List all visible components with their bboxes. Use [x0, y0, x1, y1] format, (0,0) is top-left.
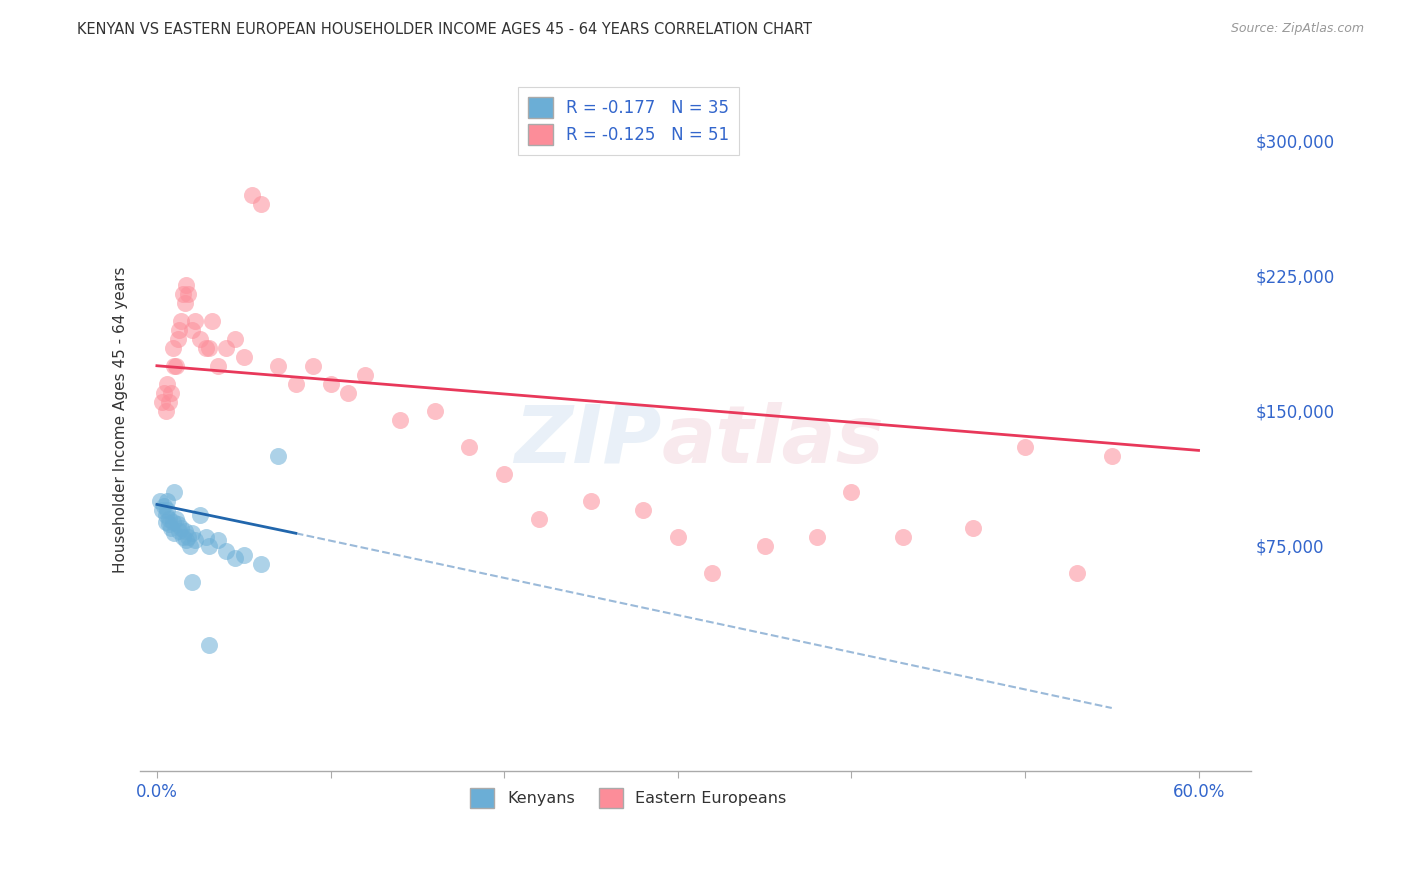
Point: [631, 503, 654, 517]
Point: [962, 521, 984, 535]
Point: [165, 512, 187, 526]
Point: [207, 533, 229, 548]
Point: [250, 196, 273, 211]
Point: [153, 385, 176, 400]
Point: [215, 544, 238, 558]
Point: [242, 187, 264, 202]
Point: [170, 314, 193, 328]
Point: [155, 516, 177, 530]
Point: [159, 385, 181, 400]
Point: [336, 385, 359, 400]
Point: [207, 359, 229, 373]
Point: [806, 530, 828, 544]
Point: [179, 539, 201, 553]
Point: [388, 413, 411, 427]
Point: [169, 323, 191, 337]
Point: [176, 533, 198, 548]
Text: KENYAN VS EASTERN EUROPEAN HOUSEHOLDER INCOME AGES 45 - 64 YEARS CORRELATION CHA: KENYAN VS EASTERN EUROPEAN HOUSEHOLDER I…: [77, 22, 813, 37]
Point: [423, 404, 446, 418]
Point: [188, 332, 211, 346]
Point: [893, 530, 915, 544]
Point: [156, 503, 179, 517]
Point: [150, 394, 173, 409]
Point: [754, 539, 776, 553]
Point: [198, 638, 221, 652]
Point: [201, 314, 224, 328]
Point: [284, 376, 307, 391]
Point: [527, 512, 550, 526]
Point: [267, 449, 290, 463]
Point: [176, 277, 198, 292]
Point: [224, 332, 246, 346]
Point: [177, 286, 200, 301]
Legend: Kenyans, Eastern Europeans: Kenyans, Eastern Europeans: [463, 780, 794, 816]
Point: [666, 530, 689, 544]
Point: [494, 467, 516, 481]
Point: [302, 359, 325, 373]
Point: [1101, 449, 1123, 463]
Point: [180, 323, 202, 337]
Point: [157, 512, 180, 526]
Point: [250, 557, 273, 571]
Point: [170, 521, 193, 535]
Text: ZIP: ZIP: [515, 402, 662, 480]
Point: [162, 341, 184, 355]
Point: [155, 404, 177, 418]
Point: [163, 484, 186, 499]
Point: [157, 394, 180, 409]
Point: [198, 539, 221, 553]
Point: [1014, 440, 1036, 454]
Point: [149, 493, 172, 508]
Point: [172, 286, 194, 301]
Point: [166, 517, 188, 532]
Point: [157, 517, 180, 532]
Point: [224, 551, 246, 566]
Point: [198, 341, 221, 355]
Text: Source: ZipAtlas.com: Source: ZipAtlas.com: [1230, 22, 1364, 36]
Point: [166, 332, 188, 346]
Point: [169, 524, 191, 539]
Point: [841, 484, 863, 499]
Point: [172, 530, 194, 544]
Point: [180, 526, 202, 541]
Point: [215, 341, 238, 355]
Point: [354, 368, 377, 382]
Point: [162, 516, 184, 530]
Point: [173, 295, 195, 310]
Point: [319, 376, 342, 391]
Point: [188, 508, 211, 523]
Point: [184, 314, 207, 328]
Point: [177, 530, 200, 544]
Point: [267, 359, 290, 373]
Point: [702, 566, 724, 580]
Point: [165, 359, 187, 373]
Point: [156, 376, 179, 391]
Point: [194, 530, 217, 544]
Point: [184, 533, 207, 548]
Point: [579, 493, 602, 508]
Point: [155, 508, 177, 523]
Point: [150, 503, 173, 517]
Point: [458, 440, 481, 454]
Y-axis label: Householder Income Ages 45 - 64 years: Householder Income Ages 45 - 64 years: [114, 267, 128, 573]
Point: [180, 574, 202, 589]
Point: [194, 341, 217, 355]
Point: [153, 500, 176, 514]
Point: [163, 359, 186, 373]
Point: [156, 493, 179, 508]
Point: [163, 526, 186, 541]
Point: [173, 524, 195, 539]
Text: atlas: atlas: [662, 402, 884, 480]
Point: [232, 548, 254, 562]
Point: [232, 350, 254, 364]
Point: [159, 521, 181, 535]
Point: [1066, 566, 1088, 580]
